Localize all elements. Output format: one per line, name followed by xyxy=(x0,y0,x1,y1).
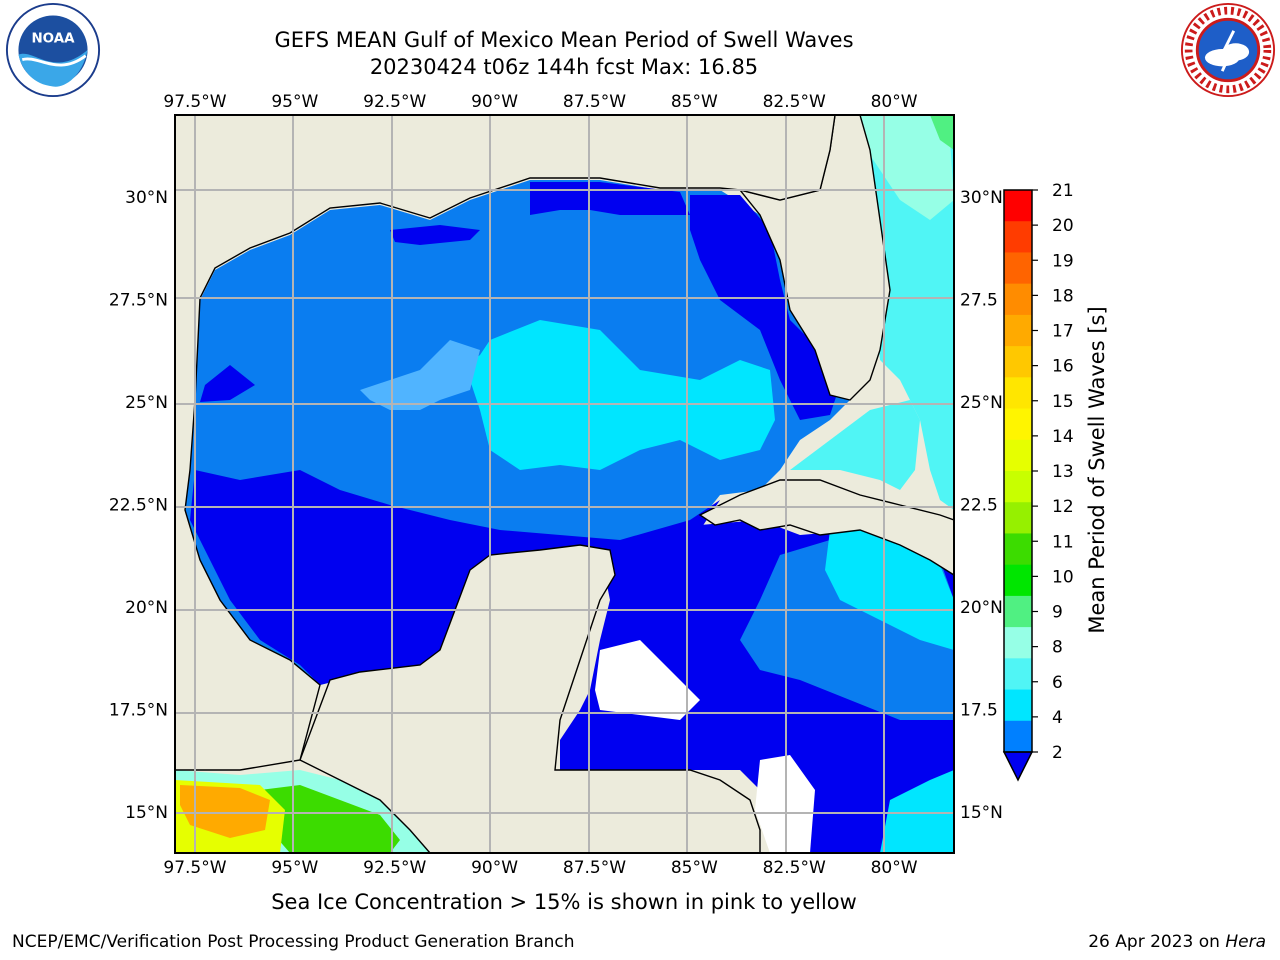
colorbar-tick-label: 11 xyxy=(1052,532,1074,552)
lat-tick-left: 25°N xyxy=(125,393,168,413)
colorbar-tick-label: 2 xyxy=(1052,743,1063,763)
colorbar-swatch xyxy=(1004,408,1032,441)
map-area xyxy=(175,115,954,853)
noaa-logo: NOAA xyxy=(5,2,101,98)
caribbean-cyan-se xyxy=(880,770,954,853)
lat-tick-left: 22.5°N xyxy=(109,496,168,516)
nws-logo xyxy=(1180,2,1276,98)
colorbar-swatch xyxy=(1004,252,1032,285)
lat-tick-left: 30°N xyxy=(125,188,168,208)
colorbar-tick-label: 4 xyxy=(1052,708,1063,728)
colorbar-swatch xyxy=(1004,627,1032,659)
colorbar-tick-label: 21 xyxy=(1052,181,1074,201)
lon-tick-top: 90°W xyxy=(471,92,518,112)
lat-tick-right: 20°N xyxy=(960,598,1003,618)
colorbar-swatch xyxy=(1004,471,1032,503)
lat-tick-right: 25°N xyxy=(960,393,1003,413)
colorbar-swatch xyxy=(1004,377,1032,410)
colorbar-swatch xyxy=(1004,564,1032,597)
lat-tick-left: 17.5°N xyxy=(109,701,168,721)
map-tick-labels: 97.5°W 97.5°W 95°W 95°W 92.5°W 92.5°W 90°W 90°W… xyxy=(109,92,1003,878)
pacific-orange-zone xyxy=(180,785,270,838)
colorbar-swatch xyxy=(1004,314,1032,347)
gulf-dark-zone-nw xyxy=(390,225,480,245)
colorbar-swatch xyxy=(1004,439,1032,472)
chart-title: GEFS MEAN Gulf of Mexico Mean Period of … xyxy=(274,28,854,52)
colorbar-swatch xyxy=(1004,533,1032,566)
graticule xyxy=(175,115,954,853)
colorbar-tick-label: 16 xyxy=(1052,357,1074,377)
lat-tick-right: 22.5 xyxy=(960,496,998,516)
lon-tick-bottom: 90°W xyxy=(471,858,518,878)
gulf-cyan-zone-central xyxy=(460,320,775,470)
colorbar-tick-label: 10 xyxy=(1052,567,1074,587)
lon-tick-bottom: 87.5°W xyxy=(563,858,626,878)
colorbar-swatch xyxy=(1004,283,1032,316)
colorbar-extend-arrow xyxy=(1002,751,1034,782)
footer-host: Hera xyxy=(1225,932,1266,952)
lat-tick-left: 27.5°N xyxy=(109,291,168,311)
cuba-land xyxy=(698,479,954,576)
lat-tick-right: 17.5 xyxy=(960,701,998,721)
colorbar-swatch xyxy=(1004,190,1032,222)
pacific-green-zone xyxy=(260,785,400,853)
lon-tick-top: 87.5°W xyxy=(563,92,626,112)
lon-tick-top: 95°W xyxy=(271,92,318,112)
colorbar-swatch xyxy=(1004,689,1032,722)
colorbar-tick-label: 13 xyxy=(1052,462,1074,482)
colorbar-ticks: 21 20 19 18 17 16 15 14 13 12 11 10 9 8 6 4 2 xyxy=(1032,181,1074,763)
gulf-dark-zone-south xyxy=(190,470,720,685)
gulf-dark-zone-ne xyxy=(690,195,840,420)
chart-subtitle: 20230424 t06z 144h fcst Max: 16.85 xyxy=(369,55,759,79)
lon-tick-top: 80°W xyxy=(871,92,918,112)
yucatan-land xyxy=(299,544,761,853)
caribbean-white-gap-1 xyxy=(595,640,700,720)
colorbar-tick-label: 20 xyxy=(1052,216,1074,236)
lon-tick-bottom: 97.5°W xyxy=(163,858,226,878)
colorbar-tick-label: 8 xyxy=(1052,638,1063,658)
colorbar-swatch xyxy=(1004,346,1032,378)
colorbar-tick-label: 14 xyxy=(1052,427,1074,447)
footer-credit: NCEP/EMC/Verification Post Processing Pr… xyxy=(12,932,575,952)
colorbar-tick-label: 19 xyxy=(1052,251,1074,271)
colorbar-tick-label: 18 xyxy=(1052,286,1074,306)
colorbar-label: Mean Period of Swell Waves [s] xyxy=(1085,306,1109,634)
colorbar-swatch xyxy=(1004,502,1032,534)
lon-tick-top: 82.5°W xyxy=(763,92,826,112)
gulf-cyan-zone-strait xyxy=(790,400,920,490)
lat-tick-left: 20°N xyxy=(125,598,168,618)
colorbar-tick-label: 15 xyxy=(1052,392,1074,412)
colorbar-swatch xyxy=(1004,658,1032,691)
lat-tick-left: 15°N xyxy=(125,803,168,823)
lon-tick-bottom: 80°W xyxy=(871,858,918,878)
lat-tick-right: 15°N xyxy=(960,803,1003,823)
map-frame xyxy=(174,114,955,854)
colorbar-tick-label: 17 xyxy=(1052,322,1074,342)
noaa-logo-text: NOAA xyxy=(31,31,75,46)
footer-date-text: 26 Apr 2023 on xyxy=(1088,932,1226,952)
colorbar-swatch xyxy=(1004,221,1032,253)
lat-tick-right: 30°N xyxy=(960,188,1003,208)
gulf-dark-zone-w xyxy=(200,365,255,402)
lon-tick-bottom: 95°W xyxy=(271,858,318,878)
lon-tick-bottom: 82.5°W xyxy=(763,858,826,878)
lon-tick-top: 92.5°W xyxy=(363,92,426,112)
colorbar-tick-label: 6 xyxy=(1052,673,1063,693)
colorbar-swatch xyxy=(1004,595,1032,628)
colorbar xyxy=(1002,189,1034,782)
lat-tick-right: 27.5 xyxy=(960,291,998,311)
gulf-light-zone xyxy=(360,340,480,410)
lon-tick-bottom: 92.5°W xyxy=(363,858,426,878)
sea-ice-note: Sea Ice Concentration > 15% is shown in … xyxy=(271,890,857,914)
footer-date: 26 Apr 2023 on Hera xyxy=(1088,932,1266,952)
atlantic-green-patch xyxy=(930,115,954,150)
lon-tick-bottom: 85°W xyxy=(671,858,718,878)
lon-tick-top: 97.5°W xyxy=(163,92,226,112)
colorbar-tick-label: 12 xyxy=(1052,497,1074,517)
colorbar-swatch xyxy=(1004,720,1032,753)
lon-tick-top: 85°W xyxy=(671,92,718,112)
colorbar-tick-label: 9 xyxy=(1052,603,1063,623)
